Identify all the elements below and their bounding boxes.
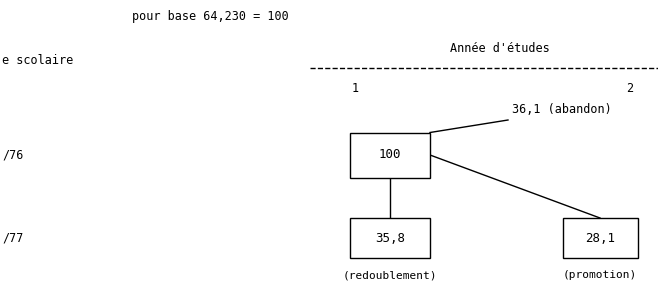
Text: /76: /76 <box>2 148 24 161</box>
Text: pour base 64,230 = 100: pour base 64,230 = 100 <box>132 10 288 23</box>
Text: 36,1 (abandon): 36,1 (abandon) <box>512 103 612 116</box>
Text: /77: /77 <box>2 231 24 245</box>
Text: 1: 1 <box>351 82 359 95</box>
Text: e scolaire: e scolaire <box>2 54 73 66</box>
Text: (promotion): (promotion) <box>563 270 637 280</box>
Text: 100: 100 <box>379 148 401 161</box>
Text: Année d'études: Année d'études <box>450 42 550 55</box>
Text: 2: 2 <box>626 82 634 95</box>
FancyBboxPatch shape <box>563 218 638 258</box>
Text: (redoublement): (redoublement) <box>343 270 438 280</box>
FancyBboxPatch shape <box>350 218 430 258</box>
Text: 28,1: 28,1 <box>585 231 615 245</box>
FancyBboxPatch shape <box>350 132 430 178</box>
Text: 35,8: 35,8 <box>375 231 405 245</box>
